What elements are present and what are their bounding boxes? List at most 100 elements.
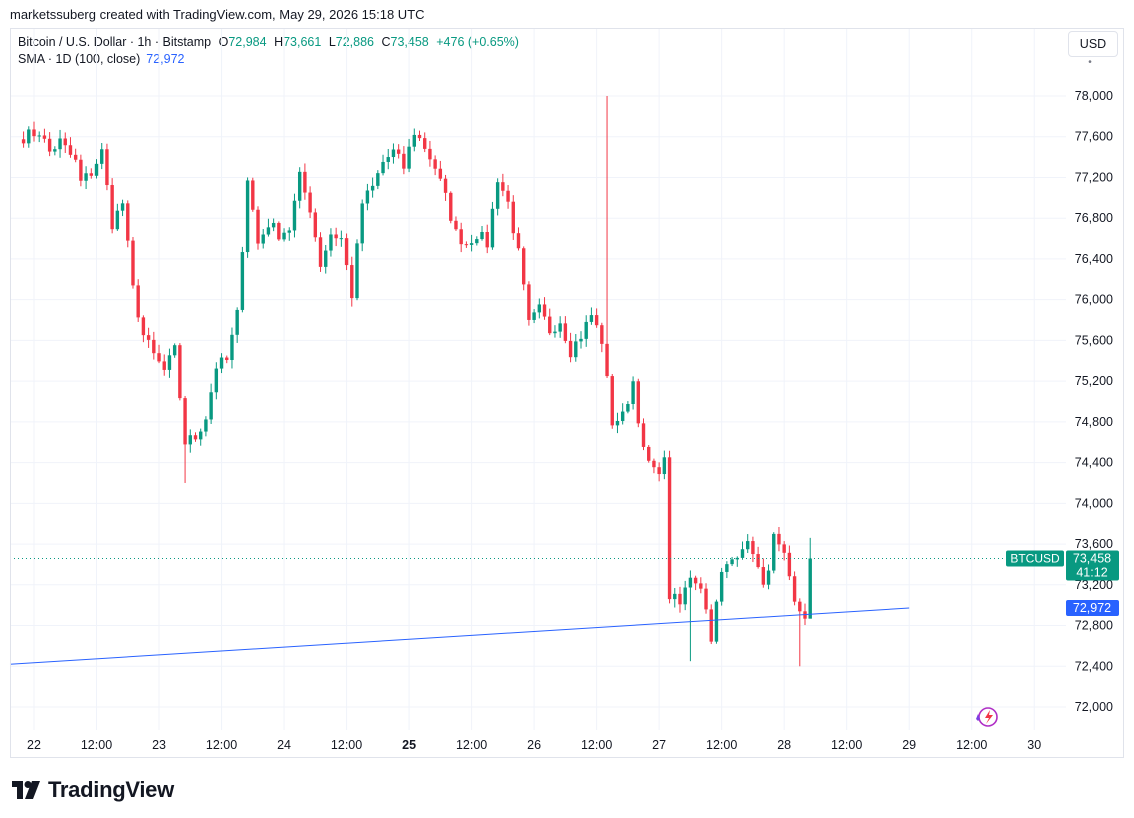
candle-body[interactable] bbox=[167, 355, 172, 370]
candle-body[interactable] bbox=[428, 148, 432, 160]
candle-body[interactable] bbox=[402, 153, 406, 169]
candle-body[interactable] bbox=[782, 544, 786, 553]
candle-body[interactable] bbox=[350, 265, 354, 299]
candle-body[interactable] bbox=[329, 234, 333, 251]
candle-body[interactable] bbox=[256, 209, 260, 244]
candle-body[interactable] bbox=[693, 577, 698, 584]
candle-body[interactable] bbox=[699, 583, 703, 589]
candle-body[interactable] bbox=[417, 134, 422, 139]
candle-body[interactable] bbox=[381, 161, 385, 174]
candle-body[interactable] bbox=[730, 559, 734, 565]
candle-body[interactable] bbox=[521, 248, 526, 285]
candle-body[interactable] bbox=[282, 232, 286, 240]
candle-body[interactable] bbox=[68, 145, 73, 155]
candle-body[interactable] bbox=[376, 173, 380, 186]
candle-body[interactable] bbox=[261, 234, 265, 244]
candle-body[interactable] bbox=[141, 317, 146, 336]
candle-body[interactable] bbox=[287, 230, 291, 233]
candle-body[interactable] bbox=[725, 564, 729, 572]
candle-body[interactable] bbox=[683, 587, 687, 605]
candle-body[interactable] bbox=[318, 237, 323, 267]
candle-body[interactable] bbox=[115, 210, 120, 230]
candle-body[interactable] bbox=[162, 361, 166, 370]
candle-body[interactable] bbox=[136, 285, 140, 318]
candle-body[interactable] bbox=[636, 381, 641, 424]
candle-body[interactable] bbox=[584, 321, 588, 339]
candle-body[interactable] bbox=[365, 190, 370, 204]
candle-body[interactable] bbox=[808, 558, 812, 619]
candle-body[interactable] bbox=[297, 171, 302, 201]
candle-body[interactable] bbox=[657, 467, 661, 475]
candle-body[interactable] bbox=[235, 309, 239, 335]
candle-body[interactable] bbox=[746, 541, 750, 550]
candle-body[interactable] bbox=[620, 411, 625, 421]
candle-body[interactable] bbox=[532, 312, 536, 320]
candle-body[interactable] bbox=[443, 178, 448, 193]
candle-body[interactable] bbox=[292, 200, 297, 231]
candle-body[interactable] bbox=[673, 593, 677, 600]
candle-body[interactable] bbox=[542, 304, 547, 317]
candle-body[interactable] bbox=[626, 404, 630, 412]
symbol-name[interactable]: Bitcoin / U.S. Dollar · 1h · Bitstamp bbox=[18, 35, 212, 49]
candle-body[interactable] bbox=[172, 345, 177, 356]
candle-body[interactable] bbox=[766, 570, 771, 585]
candle-body[interactable] bbox=[89, 173, 94, 176]
currency-button[interactable]: USD bbox=[1068, 31, 1118, 57]
candle-body[interactable] bbox=[21, 139, 26, 144]
candle-body[interactable] bbox=[240, 252, 245, 310]
candle-body[interactable] bbox=[37, 135, 41, 137]
candle-body[interactable] bbox=[527, 284, 531, 320]
candle-body[interactable] bbox=[641, 423, 646, 447]
candle-body[interactable] bbox=[574, 341, 578, 358]
candle-body[interactable] bbox=[370, 185, 375, 191]
candle-body[interactable] bbox=[667, 457, 672, 600]
candle-body[interactable] bbox=[53, 149, 57, 152]
candle-body[interactable] bbox=[605, 343, 609, 377]
candle-body[interactable] bbox=[563, 323, 568, 341]
candle-body[interactable] bbox=[709, 609, 713, 642]
candle-body[interactable] bbox=[334, 234, 338, 239]
candle-body[interactable] bbox=[495, 182, 500, 209]
candle-body[interactable] bbox=[740, 549, 745, 558]
candle-body[interactable] bbox=[313, 212, 318, 238]
candle-body[interactable] bbox=[386, 157, 390, 162]
candle-body[interactable] bbox=[63, 138, 67, 146]
candle-body[interactable] bbox=[735, 557, 739, 560]
candle-body[interactable] bbox=[594, 315, 599, 326]
candle-body[interactable] bbox=[438, 168, 443, 179]
candle-body[interactable] bbox=[277, 222, 281, 240]
candle-body[interactable] bbox=[32, 129, 36, 137]
candle-body[interactable] bbox=[324, 250, 328, 267]
candle-body[interactable] bbox=[219, 357, 224, 369]
candle-body[interactable] bbox=[271, 222, 276, 228]
candle-body[interactable] bbox=[412, 134, 416, 147]
candle-body[interactable] bbox=[131, 240, 135, 286]
candle-body[interactable] bbox=[469, 243, 474, 245]
candle-body[interactable] bbox=[308, 192, 312, 213]
candle-body[interactable] bbox=[360, 203, 364, 244]
candle-body[interactable] bbox=[126, 203, 130, 241]
candle-body[interactable] bbox=[704, 588, 708, 610]
candle-body[interactable] bbox=[209, 392, 213, 420]
candle-body[interactable] bbox=[756, 554, 760, 568]
candle-body[interactable] bbox=[480, 231, 484, 240]
candle-body[interactable] bbox=[459, 229, 463, 245]
quick-trade-icon[interactable] bbox=[976, 707, 998, 727]
candle-body[interactable] bbox=[553, 331, 557, 334]
candle-body[interactable] bbox=[647, 446, 651, 461]
candle-body[interactable] bbox=[610, 376, 614, 426]
candle-body[interactable] bbox=[454, 220, 458, 230]
candle-body[interactable] bbox=[199, 431, 203, 440]
candle-body[interactable] bbox=[120, 203, 125, 211]
candle-body[interactable] bbox=[558, 323, 562, 332]
candle-body[interactable] bbox=[506, 190, 510, 202]
candle-body[interactable] bbox=[73, 154, 78, 160]
sma-indicator-label[interactable]: SMA · 1D (100, close) bbox=[18, 52, 141, 66]
candle-body[interactable] bbox=[344, 238, 349, 266]
candle-body[interactable] bbox=[42, 135, 47, 139]
candle-body[interactable] bbox=[579, 338, 583, 342]
candle-body[interactable] bbox=[423, 138, 427, 149]
candle-body[interactable] bbox=[511, 201, 515, 234]
candle-body[interactable] bbox=[110, 185, 114, 230]
candle-body[interactable] bbox=[792, 576, 797, 602]
